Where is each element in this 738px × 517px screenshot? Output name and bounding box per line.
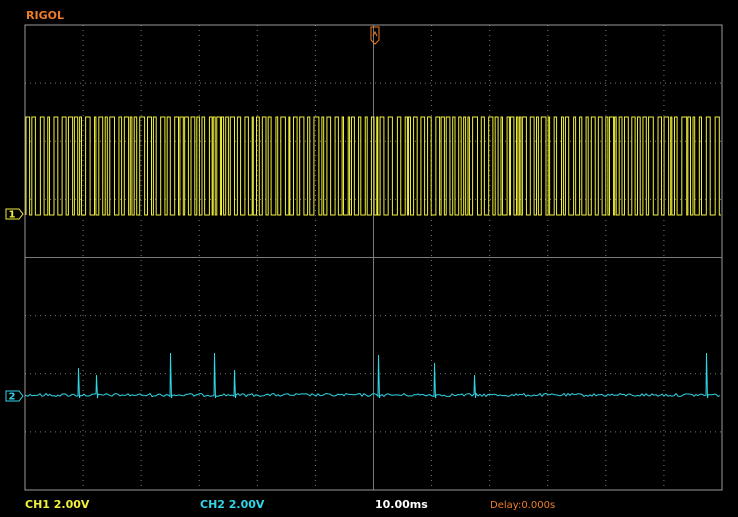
brand: RIGOL — [26, 9, 64, 22]
ch2-marker-label: 2 — [9, 392, 16, 403]
ch1-scale: CH1 2.00V — [25, 498, 90, 511]
ch1-marker-label: 1 — [9, 210, 16, 221]
ch2-scale: CH2 2.00V — [200, 498, 265, 511]
delay: Delay:0.000s — [490, 500, 555, 511]
timebase: 10.00ms — [375, 498, 428, 511]
